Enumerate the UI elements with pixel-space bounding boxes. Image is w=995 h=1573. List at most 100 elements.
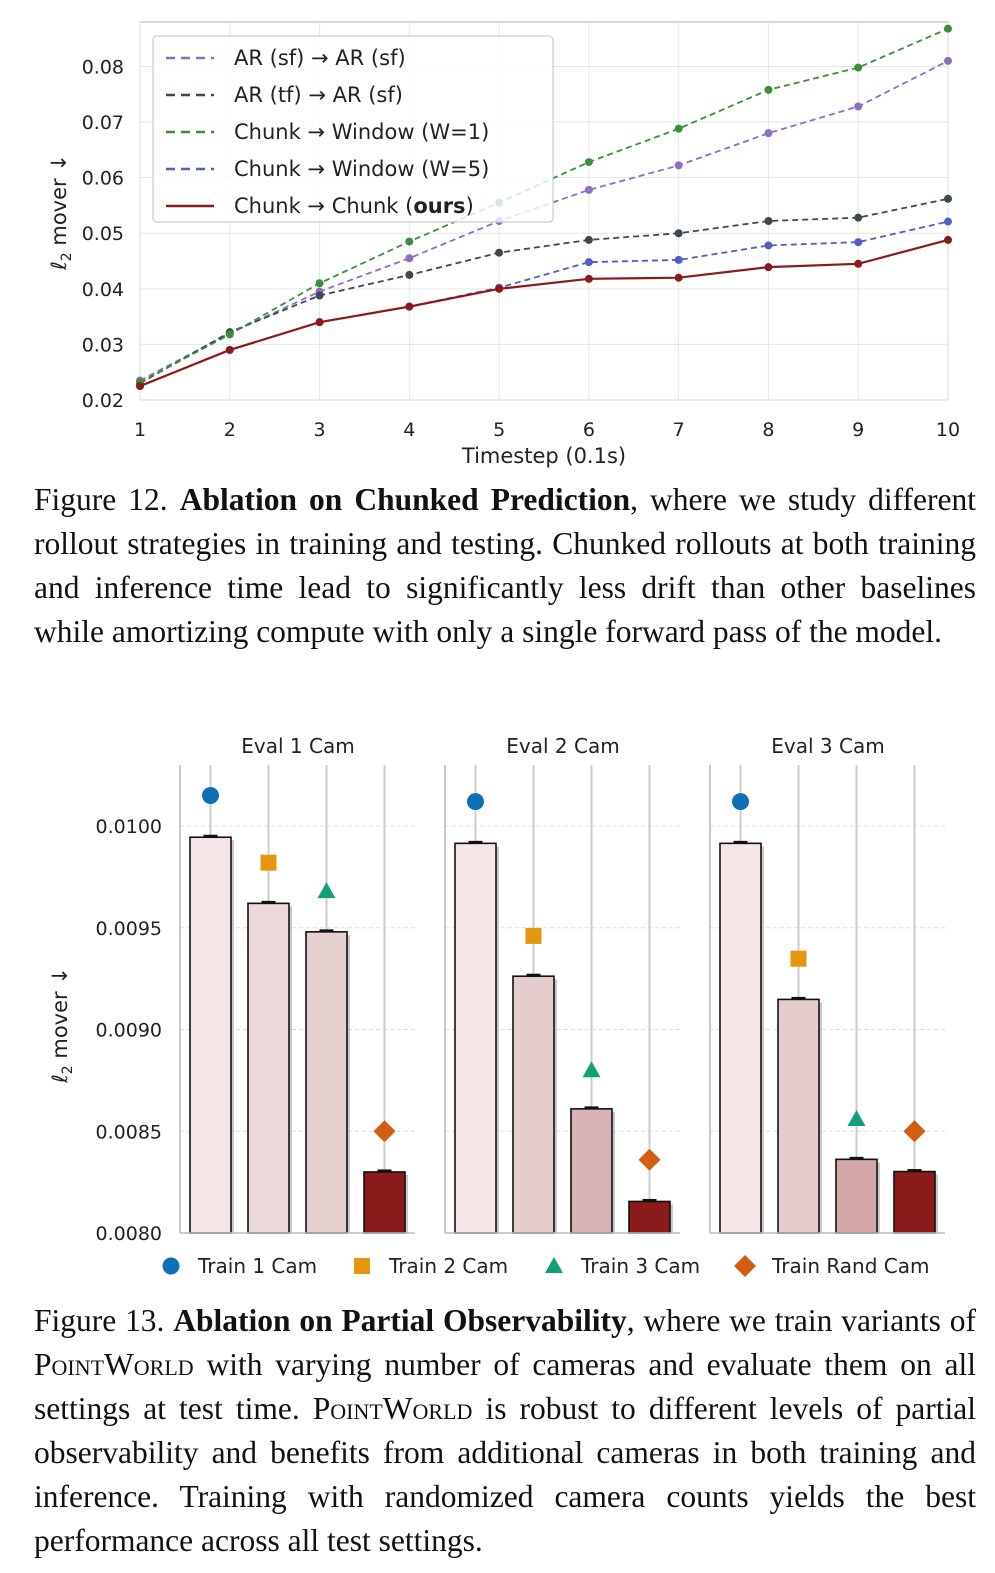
square-marker <box>260 854 277 871</box>
x-tick-label: 2 <box>224 419 236 441</box>
data-point <box>584 158 593 167</box>
legend-label: AR (sf) → AR (sf) <box>234 46 406 70</box>
caption-body: , where we train variants of <box>626 1303 976 1338</box>
data-point <box>674 124 683 133</box>
figure-12-caption: Figure 12. Ablation on Chunked Predictio… <box>34 478 976 654</box>
triangle-marker <box>582 1061 601 1078</box>
bar <box>893 1170 936 1234</box>
data-point <box>944 217 952 226</box>
data-point <box>315 291 324 300</box>
data-point <box>405 302 414 311</box>
panel: Eval 2 Cam <box>444 734 680 1234</box>
data-point <box>764 85 773 94</box>
data-point <box>584 274 593 283</box>
bar <box>570 1108 613 1234</box>
figure-13-caption: Figure 13. Ablation on Partial Observabi… <box>34 1299 976 1563</box>
data-point <box>225 345 234 354</box>
data-point <box>854 238 863 247</box>
legend-label: Chunk → Window (W=5) <box>234 157 489 181</box>
figure-title: Ablation on Chunked Prediction <box>179 482 631 517</box>
y-tick-label: 0.08 <box>82 56 124 78</box>
diamond-marker <box>734 1255 756 1277</box>
bar <box>777 998 820 1234</box>
line-chart: 1 2 3 4 5 6 7 8 9 100.020.030.040.050.060.070.08 … <box>47 21 960 468</box>
data-point <box>584 185 593 194</box>
data-point <box>674 273 683 282</box>
data-point <box>944 235 952 244</box>
circle-marker <box>162 1257 180 1275</box>
data-point <box>854 102 863 111</box>
x-tick-label: 8 <box>762 419 774 441</box>
y-tick-label: 0.05 <box>82 223 124 245</box>
data-point <box>136 382 144 391</box>
data-point <box>584 258 593 267</box>
figure-label: Figure 12. <box>34 482 168 517</box>
y-tick-label: 0.0090 <box>96 1020 162 1042</box>
legend-label: AR (tf) → AR (sf) <box>234 83 403 107</box>
y-tick-label: 0.06 <box>82 168 124 190</box>
bar <box>454 842 497 1234</box>
data-point <box>674 229 683 238</box>
diamond-marker <box>903 1120 926 1143</box>
x-tick-label: 7 <box>673 419 685 441</box>
y-tick-label: 0.0080 <box>96 1223 162 1245</box>
x-axis-label: Timestep (0.1s) <box>461 444 626 468</box>
bar-chart: Eval 1 Cam Eval 2 Cam Eval 3 Cam 0.0080 0.0… <box>48 734 945 1278</box>
data-point <box>674 161 683 170</box>
y-tick-label: 0.0095 <box>96 918 162 940</box>
data-point <box>225 330 234 339</box>
legend: AR (sf) → AR (sf) AR (tf) → AR (sf) Chunk … <box>152 35 554 223</box>
y-tick-label: 0.02 <box>82 390 124 412</box>
series-line <box>139 238 949 388</box>
data-point <box>764 241 773 250</box>
panel: Eval 3 Cam <box>709 734 945 1234</box>
triangle-marker <box>847 1110 866 1127</box>
caption-body: , where we study different rollout strat… <box>34 482 976 649</box>
model-name: PointWorld <box>34 1347 194 1382</box>
data-point <box>315 279 324 288</box>
y-tick-label: 0.03 <box>82 334 124 356</box>
bar <box>363 1171 406 1234</box>
data-point <box>674 255 683 264</box>
y-axis-label: ℓ2 mover ↓ <box>48 967 76 1084</box>
panel-title: Eval 3 Cam <box>771 734 884 758</box>
bar <box>719 842 762 1234</box>
legend-label: Chunk → Window (W=1) <box>234 120 489 144</box>
x-tick-label: 9 <box>852 419 864 441</box>
figure-label: Figure 13. <box>34 1303 165 1338</box>
x-tick-label: 3 <box>314 419 326 441</box>
x-tick-label: 6 <box>583 419 595 441</box>
diamond-marker <box>373 1120 396 1143</box>
x-tick-label: 4 <box>403 419 415 441</box>
triangle-marker <box>545 1257 563 1273</box>
legend-label: Train 3 Cam <box>580 1254 700 1278</box>
panel: Eval 1 Cam <box>179 734 415 1234</box>
bar <box>628 1200 671 1234</box>
model-name: PointWorld <box>312 1391 473 1426</box>
data-point <box>405 270 414 279</box>
data-point <box>764 217 773 226</box>
y-tick-label: 0.04 <box>82 279 124 301</box>
square-marker <box>525 927 542 944</box>
data-point <box>944 194 952 203</box>
circle-marker <box>732 793 749 811</box>
data-point <box>405 237 414 246</box>
circle-marker <box>467 793 484 811</box>
bar <box>189 836 232 1234</box>
figure-title: Ablation on Partial Observability <box>173 1303 627 1338</box>
caption-body: with varying number of cameras and evalu… <box>34 1347 976 1426</box>
caption-body: is robust to different levels of partial… <box>34 1391 976 1558</box>
square-marker <box>790 950 807 967</box>
panel-title: Eval 1 Cam <box>241 734 354 758</box>
triangle-marker <box>317 882 336 899</box>
diamond-marker <box>638 1148 661 1171</box>
data-point <box>584 235 593 244</box>
data-point <box>764 263 773 272</box>
x-tick-label: 10 <box>936 419 960 441</box>
bar <box>512 975 555 1234</box>
square-marker <box>354 1258 370 1274</box>
data-point <box>764 129 773 138</box>
legend-label: Train 1 Cam <box>197 1254 317 1278</box>
y-axis-label: ℓ2 mover ↓ <box>47 154 75 271</box>
legend-box <box>152 35 554 223</box>
